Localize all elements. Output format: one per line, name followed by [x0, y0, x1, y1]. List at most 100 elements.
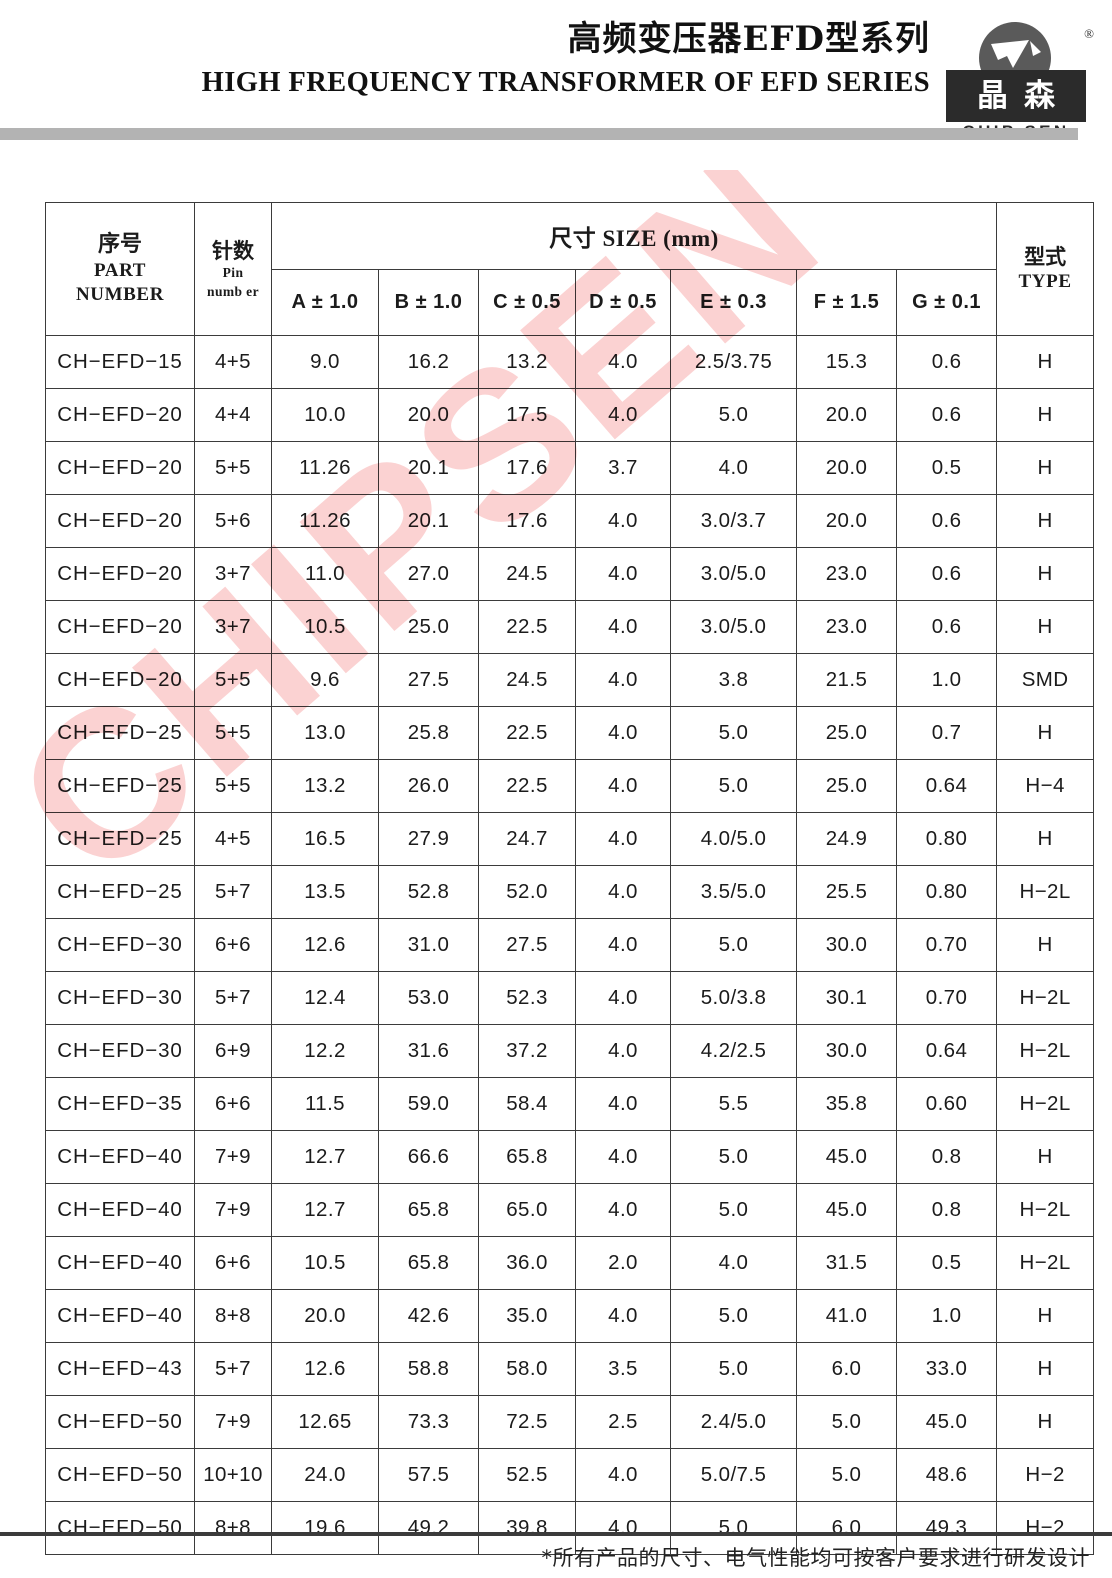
cell-type: H−2L — [996, 1024, 1095, 1078]
cell-dim-e: 5.0 — [670, 1289, 797, 1343]
cell-dim-b: 65.8 — [378, 1183, 479, 1237]
column-header-dim-a: A ± 1.0 — [271, 268, 379, 336]
page-title-english: HIGH FREQUENCY TRANSFORMER OF EFD SERIES — [201, 66, 930, 98]
cell-dim-c: 58.4 — [478, 1077, 576, 1131]
table-body: CH−EFD−15 4+5 9.0 16.2 13.2 4.0 2.5/3.75 15.3 0.… — [45, 335, 1095, 1555]
cell-part-number: CH−EFD−20 — [45, 388, 195, 442]
cell-dim-c: 65.8 — [478, 1130, 576, 1184]
cell-dim-g: 0.8 — [895, 1130, 998, 1184]
cell-type: H−2L — [996, 1236, 1095, 1290]
cell-dim-e: 5.0/7.5 — [670, 1448, 797, 1502]
cell-dim-g: 0.5 — [895, 1236, 998, 1290]
cell-dim-f: 35.8 — [796, 1077, 897, 1131]
cell-dim-g: 0.6 — [895, 547, 998, 601]
cell-dim-e: 4.2/2.5 — [670, 1024, 797, 1078]
cell-dim-a: 12.4 — [271, 971, 379, 1025]
cell-dim-d: 4.0 — [575, 1289, 671, 1343]
cell-dim-b: 42.6 — [378, 1289, 479, 1343]
cell-dim-c: 24.5 — [478, 653, 576, 707]
table-row: CH−EFD−30 5+7 12.4 53.0 52.3 4.0 5.0/3.8 30.1 0.… — [45, 971, 1095, 1025]
table-row: CH−EFD−25 5+5 13.0 25.8 22.5 4.0 5.0 25.0 0.7 H — [45, 706, 1095, 760]
cell-pin-number: 5+7 — [194, 971, 272, 1025]
cell-dim-c: 22.5 — [478, 759, 576, 813]
cell-type: H — [996, 812, 1095, 866]
cell-dim-g: 33.0 — [895, 1342, 998, 1396]
cell-dim-b: 57.5 — [378, 1448, 479, 1502]
cell-part-number: CH−EFD−20 — [45, 600, 195, 654]
cell-part-number: CH−EFD−40 — [45, 1289, 195, 1343]
table-row: CH−EFD−20 5+5 9.6 27.5 24.5 4.0 3.8 21.5 1.0 SMD — [45, 653, 1095, 707]
cell-type: H — [996, 1395, 1095, 1449]
cell-dim-a: 10.5 — [271, 1236, 379, 1290]
cell-dim-f: 15.3 — [796, 335, 897, 389]
page-title-chinese: 高频变压器EFD型系列 — [567, 19, 930, 59]
cell-part-number: CH−EFD−15 — [45, 335, 195, 389]
cell-dim-d: 2.0 — [575, 1236, 671, 1290]
table-row: CH−EFD−25 5+7 13.5 52.8 52.0 4.0 3.5/5.0 25.5 0.… — [45, 865, 1095, 919]
cell-dim-b: 65.8 — [378, 1236, 479, 1290]
table-row: CH−EFD−15 4+5 9.0 16.2 13.2 4.0 2.5/3.75 15.3 0.… — [45, 335, 1095, 389]
table-row: CH−EFD−20 3+7 11.0 27.0 24.5 4.0 3.0/5.0 23.0 0.… — [45, 547, 1095, 601]
cell-dim-c: 36.0 — [478, 1236, 576, 1290]
cell-pin-number: 6+6 — [194, 1236, 272, 1290]
table-row: CH−EFD−40 6+6 10.5 65.8 36.0 2.0 4.0 31.5 0.5 H−2… — [45, 1236, 1095, 1290]
cell-part-number: CH−EFD−25 — [45, 812, 195, 866]
cell-dim-b: 31.6 — [378, 1024, 479, 1078]
cell-type: H−2L — [996, 865, 1095, 919]
cell-dim-g: 48.6 — [895, 1448, 998, 1502]
cell-dim-d: 4.0 — [575, 1130, 671, 1184]
cell-dim-e: 3.0/3.7 — [670, 494, 797, 548]
cell-pin-number: 5+5 — [194, 706, 272, 760]
table-row: CH−EFD−20 5+5 11.26 20.1 17.6 3.7 4.0 20.0 0.5 H — [45, 441, 1095, 495]
cell-dim-d: 4.0 — [575, 600, 671, 654]
cell-dim-d: 4.0 — [575, 335, 671, 389]
table-row: CH−EFD−20 4+4 10.0 20.0 17.5 4.0 5.0 20.0 0.6 H — [45, 388, 1095, 442]
cell-dim-g: 0.64 — [895, 1024, 998, 1078]
cell-type: H — [996, 1289, 1095, 1343]
cell-dim-b: 26.0 — [378, 759, 479, 813]
cell-dim-f: 25.0 — [796, 759, 897, 813]
company-logo: 晶 森 CHIP SEN ® — [946, 22, 1094, 144]
cell-pin-number: 5+7 — [194, 865, 272, 919]
spec-table-container: 序号 PART NUMBER 针数 Pin numb er 尺寸 SIZE (m… — [45, 202, 1095, 1555]
column-header-part-number: 序号 PART NUMBER — [45, 202, 195, 336]
pin-number-label-en-2: numb er — [207, 283, 259, 299]
table-row: CH−EFD−35 6+6 11.5 59.0 58.4 4.0 5.5 35.8 0.60 H−… — [45, 1077, 1095, 1131]
cell-dim-a: 11.0 — [271, 547, 379, 601]
cell-type: H — [996, 441, 1095, 495]
cell-dim-e: 3.5/5.0 — [670, 865, 797, 919]
cell-dim-g: 0.6 — [895, 600, 998, 654]
cell-dim-d: 4.0 — [575, 918, 671, 972]
cell-part-number: CH−EFD−20 — [45, 547, 195, 601]
cell-dim-d: 4.0 — [575, 1448, 671, 1502]
cell-dim-a: 13.0 — [271, 706, 379, 760]
table-row: CH−EFD−50 8+8 19.6 49.2 39.8 4.0 5.0 6.0 49.3 H−2 — [45, 1501, 1095, 1555]
cell-dim-f: 6.0 — [796, 1342, 897, 1396]
cell-dim-b: 27.0 — [378, 547, 479, 601]
cell-dim-d: 4.0 — [575, 812, 671, 866]
cell-dim-a: 12.6 — [271, 918, 379, 972]
cell-dim-g: 1.0 — [895, 653, 998, 707]
table-row: CH−EFD−25 5+5 13.2 26.0 22.5 4.0 5.0 25.0 0.64 H−… — [45, 759, 1095, 813]
cell-part-number: CH−EFD−25 — [45, 865, 195, 919]
cell-dim-e: 5.0 — [670, 706, 797, 760]
table-row: CH−EFD−20 5+6 11.26 20.1 17.6 4.0 3.0/3.7 20.0 0… — [45, 494, 1095, 548]
cell-dim-c: 17.6 — [478, 441, 576, 495]
cell-dim-d: 4.0 — [575, 494, 671, 548]
cell-dim-a: 11.26 — [271, 494, 379, 548]
cell-dim-c: 13.2 — [478, 335, 576, 389]
cell-dim-a: 11.26 — [271, 441, 379, 495]
cell-dim-g: 0.8 — [895, 1183, 998, 1237]
cell-dim-g: 0.64 — [895, 759, 998, 813]
cell-part-number: CH−EFD−43 — [45, 1342, 195, 1396]
cell-dim-f: 20.0 — [796, 441, 897, 495]
cell-dim-c: 27.5 — [478, 918, 576, 972]
table-header-row-1: 序号 PART NUMBER 针数 Pin numb er 尺寸 SIZE (m… — [45, 202, 1095, 336]
cell-dim-b: 25.8 — [378, 706, 479, 760]
cell-pin-number: 4+4 — [194, 388, 272, 442]
cell-pin-number: 10+10 — [194, 1448, 272, 1502]
cell-dim-c: 58.0 — [478, 1342, 576, 1396]
cell-dim-c: 35.0 — [478, 1289, 576, 1343]
pin-number-label-cn: 针数 — [212, 238, 254, 264]
cell-pin-number: 7+9 — [194, 1183, 272, 1237]
